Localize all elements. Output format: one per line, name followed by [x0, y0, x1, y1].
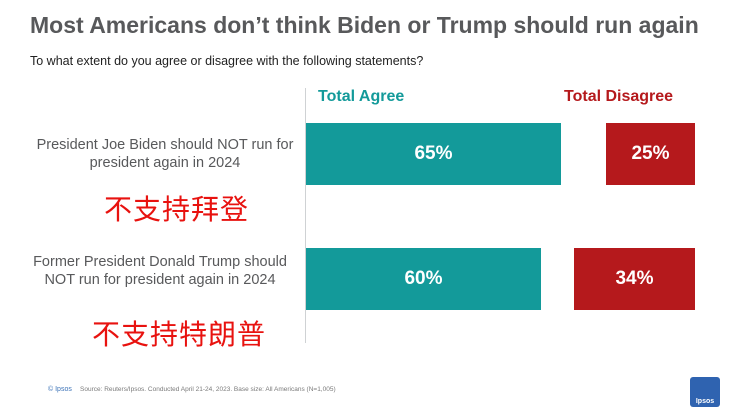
data-label-disagree-trump: 34%: [615, 268, 654, 289]
category-label-biden: President Joe Biden should NOT run for p…: [36, 137, 294, 171]
footer-source-note: Source: Reuters/Ipsos. Conducted April 2…: [80, 386, 336, 393]
annotation-trump: 不支持特朗普: [92, 318, 267, 351]
ipsos-brand-logo: Ipsos: [690, 377, 720, 407]
data-label-disagree-biden: 25%: [631, 143, 670, 164]
data-label-agree-trump: 60%: [404, 268, 443, 289]
annotation-biden: 不支持拜登: [104, 193, 250, 226]
bar-agree-trump: 60%: [306, 248, 541, 310]
legend-total-agree: Total Agree: [318, 88, 405, 105]
chart-subtitle: To what extent do you agree or disagree …: [30, 54, 424, 68]
category-axis-line: [305, 88, 306, 343]
footer-ipsos-logo: © Ipsos: [48, 386, 72, 393]
bar-agree-biden: 65%: [306, 123, 561, 185]
legend-total-disagree: Total Disagree: [564, 88, 674, 105]
data-label-agree-biden: 65%: [414, 143, 453, 164]
brand-logo-text: Ipsos: [695, 398, 715, 405]
bar-disagree-trump: 34%: [574, 248, 695, 310]
chart-title: Most Americans don’t think Biden or Trum…: [30, 12, 699, 38]
bar-disagree-biden: 25%: [606, 123, 695, 185]
category-label-trump: Former President Donald Trump should NOT…: [33, 254, 287, 288]
